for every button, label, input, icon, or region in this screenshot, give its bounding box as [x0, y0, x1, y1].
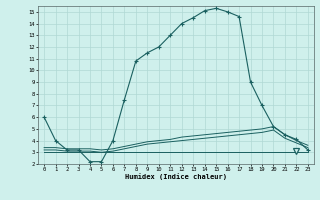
- X-axis label: Humidex (Indice chaleur): Humidex (Indice chaleur): [125, 174, 227, 180]
